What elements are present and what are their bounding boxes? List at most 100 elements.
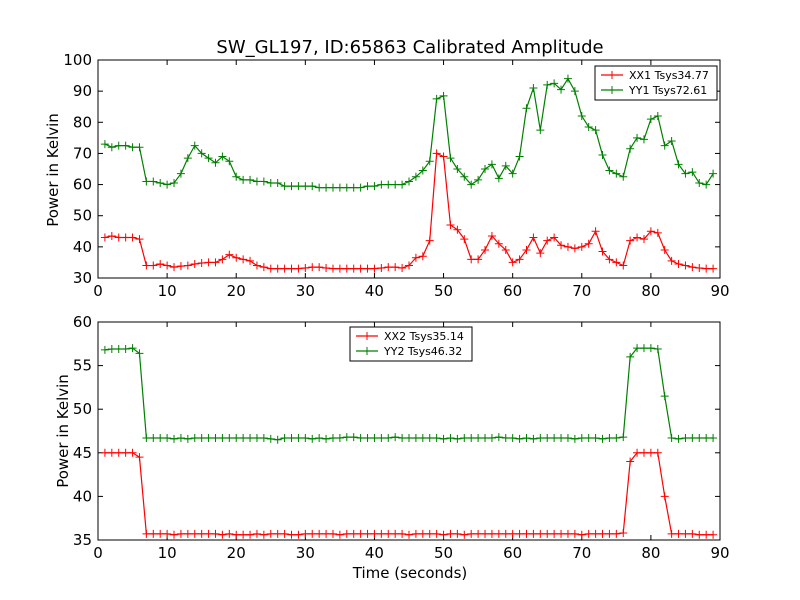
data-point — [225, 250, 234, 259]
data-point — [301, 433, 310, 442]
data-point — [660, 392, 669, 401]
data-point — [246, 433, 255, 442]
data-point — [190, 433, 199, 442]
legend-box — [594, 65, 718, 101]
data-point — [100, 345, 109, 354]
data-point — [308, 263, 317, 272]
data-point — [584, 239, 593, 248]
data-point — [646, 448, 655, 457]
data-point — [176, 529, 185, 538]
data-point — [460, 433, 469, 442]
data-point — [418, 529, 427, 538]
data-point — [370, 264, 379, 273]
data-point — [460, 530, 469, 539]
x-tick-label: 80 — [641, 282, 660, 300]
data-point — [633, 133, 642, 142]
data-point — [550, 233, 559, 242]
data-point — [170, 434, 179, 443]
y-tick-label: 35 — [73, 531, 92, 549]
data-point — [508, 169, 517, 178]
data-point — [370, 182, 379, 191]
data-point — [709, 530, 718, 539]
data-point — [612, 169, 621, 178]
data-point — [377, 433, 386, 442]
data-point — [660, 492, 669, 501]
data-point — [294, 182, 303, 191]
data-point — [536, 126, 545, 135]
data-point — [425, 433, 434, 442]
data-point — [557, 529, 566, 538]
data-point — [328, 433, 337, 442]
data-point — [204, 433, 213, 442]
data-point — [501, 529, 510, 538]
data-point — [474, 529, 483, 538]
data-point — [667, 136, 676, 145]
data-point — [114, 448, 123, 457]
data-point — [287, 433, 296, 442]
data-point — [522, 529, 531, 538]
data-point — [411, 529, 420, 538]
data-point — [577, 112, 586, 121]
x-tick-label: 0 — [93, 544, 103, 562]
data-point — [570, 529, 579, 538]
data-point — [619, 529, 628, 538]
data-point — [639, 448, 648, 457]
data-point — [322, 183, 331, 192]
data-point — [197, 149, 206, 158]
data-point — [446, 221, 455, 230]
data-point — [702, 180, 711, 189]
data-point — [149, 261, 158, 270]
data-point — [176, 169, 185, 178]
data-point — [460, 172, 469, 181]
data-point — [280, 182, 289, 191]
data-point — [550, 529, 559, 538]
data-point — [418, 433, 427, 442]
data-point — [411, 253, 420, 262]
data-point — [398, 264, 407, 273]
data-point — [280, 264, 289, 273]
data-point — [439, 152, 448, 161]
data-point — [183, 261, 192, 270]
data-point — [681, 169, 690, 178]
data-point — [702, 264, 711, 273]
y-tick-label: 45 — [73, 444, 92, 462]
data-point — [246, 175, 255, 184]
data-point — [487, 433, 496, 442]
data-point — [252, 433, 261, 442]
data-point — [107, 448, 116, 457]
legend-label-1: YY1 Tsys72.61 — [628, 84, 707, 97]
x-tick-label: 80 — [641, 544, 660, 562]
data-point — [439, 434, 448, 443]
data-point — [239, 433, 248, 442]
data-point — [246, 256, 255, 265]
data-point — [667, 529, 676, 538]
data-point — [322, 434, 331, 443]
data-point — [619, 172, 628, 181]
data-point — [315, 433, 324, 442]
data-point — [577, 530, 586, 539]
data-point — [439, 91, 448, 100]
data-point — [639, 344, 648, 353]
top-legend: XX1 Tsys34.77 YY1 Tsys72.61 — [594, 65, 718, 101]
data-point — [494, 433, 503, 442]
data-point — [156, 259, 165, 268]
x-tick-label: 40 — [365, 282, 384, 300]
data-point — [709, 169, 718, 178]
data-point — [391, 529, 400, 538]
y-tick-label: 40 — [73, 487, 92, 505]
data-point — [425, 157, 434, 166]
data-point — [176, 262, 185, 271]
data-point — [432, 529, 441, 538]
data-point — [695, 433, 704, 442]
data-point — [142, 433, 151, 442]
data-point — [529, 529, 538, 538]
data-point — [190, 529, 199, 538]
data-point — [322, 529, 331, 538]
data-point — [432, 149, 441, 158]
data-point — [418, 252, 427, 261]
data-point — [190, 259, 199, 268]
data-point — [605, 433, 614, 442]
data-point — [183, 154, 192, 163]
data-point — [232, 530, 241, 539]
data-point — [411, 433, 420, 442]
